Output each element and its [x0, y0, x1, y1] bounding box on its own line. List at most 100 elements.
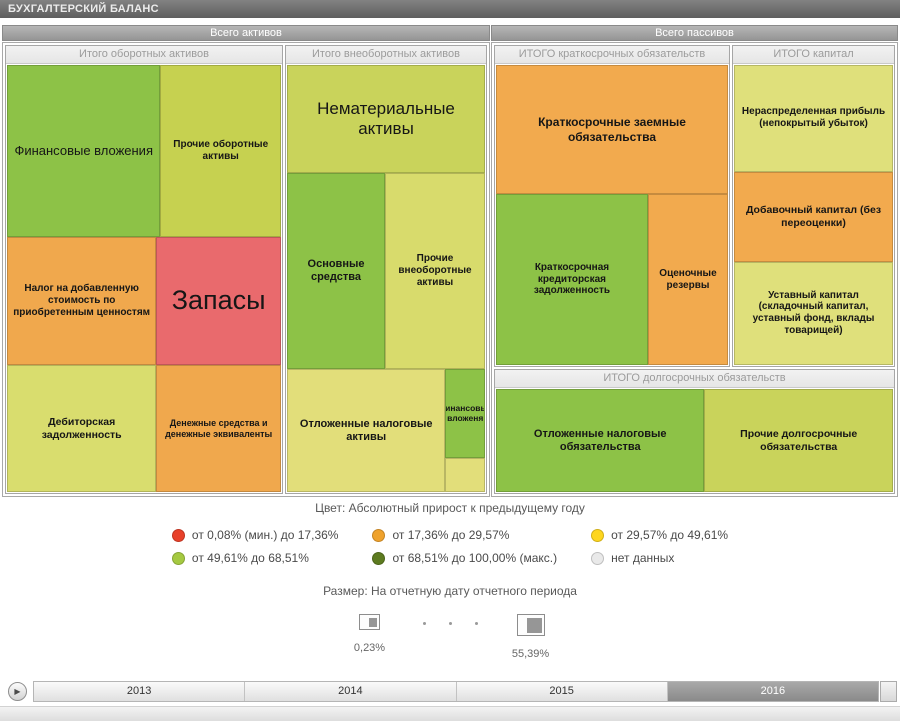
treemap-cell-label: Отложенные налоговые обязательства: [533, 427, 667, 453]
treemap-cell[interactable]: Финансовые вложеня: [445, 369, 485, 458]
treemap-cell-label: Оценочные резервы: [659, 267, 717, 291]
window-title: БУХГАЛТЕРСКИЙ БАЛАНС: [8, 3, 159, 15]
treemap-cell[interactable]: Денежные средства и денежные эквиваленты: [156, 365, 281, 492]
window-title-bar: БУХГАЛТЕРСКИЙ БАЛАНС: [0, 0, 900, 18]
treemap-cell[interactable]: Нематериальные активы: [287, 65, 485, 173]
play-button[interactable]: ▶: [8, 682, 27, 701]
panel-noncurrent-assets: Итого внеоборотных активов Нематериальны…: [285, 45, 487, 494]
treemap-cell[interactable]: Дебиторская задолженность: [7, 365, 157, 492]
treemap-group-noncurrent-assets: Нематериальные активы Основные средства Пр…: [287, 65, 485, 492]
color-legend-item: от 49,61% до 68,51%: [171, 551, 339, 565]
legend-label: от 49,61% до 68,51%: [191, 551, 309, 565]
treemap-cell-label: Прочие оборотные активы: [173, 139, 269, 163]
treemap-cell-label: Денежные средства и денежные эквиваленты: [165, 417, 273, 439]
treemap-group-shortterm-liabilities: Краткосрочные заемные обязательства Кратк…: [496, 65, 728, 365]
color-legend-item: от 29,57% до 49,61%: [591, 528, 728, 542]
legend-color-dot: [171, 528, 185, 542]
panel-header-shortterm-liabilities: ИТОГО краткосрочных обязательств: [495, 46, 729, 64]
panel-shortterm-liabilities: ИТОГО краткосрочных обязательств Краткос…: [494, 45, 730, 367]
panel-longterm-liabilities: ИТОГО долгосрочных обязательств Отложенн…: [494, 369, 895, 494]
treemap-cell-label: Налог на добавленную стоимость по приобр…: [13, 283, 151, 319]
legend-color-dot: [591, 528, 605, 542]
size-legend-title: Размер: На отчетную дату отчетного перио…: [323, 584, 577, 598]
treemap-group-longterm-liabilities: Отложенные налоговые обязательства Прочие…: [496, 389, 893, 492]
legend-color-dot: [591, 551, 605, 565]
panel-capital: ИТОГО капитал Нераспределенная прибыль (…: [732, 45, 895, 367]
color-legend-item: нет данных: [591, 551, 728, 565]
treemap-cell[interactable]: Прочие долгосрочные обязательства: [704, 389, 893, 492]
timeline-year-2016[interactable]: 2016: [667, 682, 878, 701]
color-legend-title: Цвет: Абсолютный прирост к предыдущему г…: [315, 501, 585, 515]
treemap-cell-label: Добавочный капитал (без переоценки): [745, 204, 882, 229]
panel-current-assets: Итого оборотных активов Финансовые вложе…: [5, 45, 283, 494]
treemap-group-capital: Нераспределенная прибыль (непокрытый убы…: [734, 65, 893, 365]
treemap-cell-label: Прочие внеоборотные активы: [398, 253, 472, 288]
treemap-cell[interactable]: Основные средства: [287, 172, 385, 369]
assets-column-header: Всего активов: [2, 25, 490, 41]
small-rect-icon: [359, 614, 380, 630]
legend-color-dot: [171, 551, 185, 565]
legend-label: от 68,51% до 100,00% (макс.): [392, 551, 558, 565]
treemap-cell[interactable]: Налог на добавленную стоимость по приобр…: [7, 237, 157, 366]
treemap-cell-label: Нераспределенная прибыль (непокрытый убы…: [741, 106, 886, 130]
treemap-cell[interactable]: Оценочные резервы: [647, 194, 728, 365]
legend-label: от 17,36% до 29,57%: [392, 528, 510, 542]
liabilities-region: ИТОГО краткосрочных обязательств Краткос…: [491, 42, 898, 497]
legend-area: Цвет: Абсолютный прирост к предыдущему г…: [0, 501, 900, 660]
treemap-cell-label: Прочие долгосрочные обязательства: [740, 428, 858, 453]
timeline-handle[interactable]: [880, 681, 897, 702]
treemap-cell[interactable]: Прочие оборотные активы: [160, 65, 281, 238]
treemap-cell-label: Нематериальные активы: [317, 98, 455, 138]
panel-header-current-assets: Итого оборотных активов: [6, 46, 282, 64]
timeline-year-2014[interactable]: 2014: [245, 682, 457, 701]
legend-color-dot: [372, 551, 386, 565]
size-legend: 0,23% 55,39%: [0, 614, 900, 660]
treemap-group-current-assets: Финансовые вложения Прочие оборотные акти…: [7, 65, 281, 492]
treemap-cell[interactable]: Добавочный капитал (без переоценки): [734, 171, 893, 262]
treemap-cell[interactable]: Краткосрочные заемные обязательства: [496, 65, 728, 194]
panel-header-noncurrent-assets: Итого внеоборотных активов: [286, 46, 486, 64]
timeline-year-2013[interactable]: 2013: [34, 682, 246, 701]
legend-label: нет данных: [611, 551, 675, 565]
liabilities-column-header: Всего пассивов: [491, 25, 898, 41]
legend-label: от 0,08% (мин.) до 17,36%: [191, 528, 339, 542]
large-rect-icon: [516, 614, 545, 636]
treemap-cell[interactable]: Отложенные налоговые обязательства: [496, 389, 705, 492]
treemap-cell[interactable]: Нераспределенная прибыль (непокрытый убы…: [734, 65, 893, 172]
play-icon: ▶: [14, 687, 21, 696]
assets-region: Итого оборотных активов Финансовые вложе…: [2, 42, 490, 497]
treemap-cell-label: Краткосрочные заемные обязательства: [538, 115, 686, 144]
treemap-cell[interactable]: Финансовые вложения: [7, 65, 161, 238]
size-min-label: 0,23%: [353, 642, 386, 654]
color-legend-item: от 0,08% (мин.) до 17,36%: [171, 528, 339, 542]
treemap-cell-label: Запасы: [171, 285, 266, 316]
treemap-cell[interactable]: Прочие внеоборотные активы: [385, 172, 485, 369]
treemap-cell[interactable]: Уставный капитал (складочный капитал, ус…: [734, 261, 893, 365]
size-legend-min: 0,23%: [331, 614, 409, 654]
size-legend-dots: [422, 622, 478, 625]
legend-label: от 29,57% до 49,61%: [611, 528, 729, 542]
panel-header-capital: ИТОГО капитал: [733, 46, 894, 64]
timeline-year-2015[interactable]: 2015: [456, 682, 668, 701]
bottom-scrollbar-strip: [0, 706, 900, 721]
treemap-cell-label: Финансовые вложеня: [445, 403, 484, 424]
treemap-cell[interactable]: Краткосрочная кредиторская задолженность: [496, 194, 648, 365]
treemap-cell[interactable]: [445, 457, 485, 492]
treemap-cell-label: Краткосрочная кредиторская задолженность: [533, 261, 611, 297]
treemap-cell[interactable]: Запасы: [156, 237, 281, 366]
size-max-label: 55,39%: [511, 648, 550, 660]
treemap-cell-label: Финансовые вложения: [14, 143, 153, 159]
treemap-cell[interactable]: Отложенные налоговые активы: [287, 369, 446, 492]
color-legend-item: от 17,36% до 29,57%: [372, 528, 557, 542]
treemap-cell-label: Уставный капитал (складочный капитал, ус…: [752, 289, 875, 337]
treemap-cell-label: Основные средства: [307, 257, 365, 283]
treemap-cell-label: Отложенные налоговые активы: [299, 417, 433, 443]
timeline: ▶ 2013 2014 2015 2016: [0, 681, 900, 703]
panel-header-longterm-liabilities: ИТОГО долгосрочных обязательств: [495, 370, 894, 388]
size-legend-max: 55,39%: [492, 614, 570, 660]
legend-color-dot: [372, 528, 386, 542]
color-legend-items: от 0,08% (мин.) до 17,36% от 17,36% до 29…: [171, 528, 728, 565]
timeline-track: 2013 2014 2015 2016: [33, 681, 879, 702]
treemap-cell-label: Дебиторская задолженность: [41, 416, 122, 441]
